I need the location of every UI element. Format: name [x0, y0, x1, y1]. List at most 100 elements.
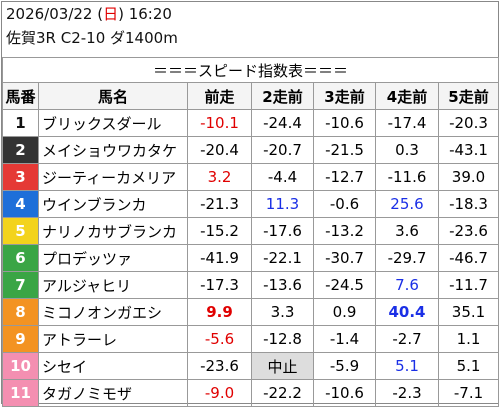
column-header: 5走前	[437, 82, 500, 110]
speed-index: -20.4	[187, 136, 252, 164]
horse-number: 1	[2, 109, 39, 137]
horse-name: シセイ	[38, 352, 188, 380]
speed-index: -4.4	[251, 163, 314, 191]
table-row: 11 タガノミモザ -9.0 -22.2 -10.6 -2.3 -7.1	[2, 379, 500, 407]
speed-index: -23.6	[437, 217, 500, 245]
speed-index: 25.6	[375, 190, 439, 218]
horse-number: 11	[2, 379, 39, 407]
speed-index: -17.4	[375, 109, 439, 137]
speed-index: -20.7	[251, 136, 314, 164]
speed-index: 5.1	[437, 352, 500, 380]
speed-index: 1.1	[437, 325, 500, 353]
horse-number: 8	[2, 298, 39, 326]
speed-index: -11.6	[375, 163, 439, 191]
speed-index: 0.3	[375, 136, 439, 164]
speed-table: ＝＝＝スピード指数表＝＝＝ 馬番 馬名 前走 2走前 3走前 4走前 5走前 1 ブリックスダ…	[1, 57, 500, 407]
speed-index: -30.7	[313, 244, 376, 272]
table-row: 4 ウインブランカ -21.3 11.3 -0.6 25.6 -18.3	[2, 190, 500, 218]
speed-index: -21.3	[187, 190, 252, 218]
speed-index: -13.2	[313, 217, 376, 245]
horse-name: ミコノオンガエシ	[38, 298, 188, 326]
speed-index: -22.1	[251, 244, 314, 272]
horse-name: ウインブランカ	[38, 190, 188, 218]
horse-name: プロデッツァ	[38, 244, 188, 272]
horse-name: ナリノカサブランカ	[38, 217, 188, 245]
speed-index: -5.6	[187, 325, 252, 353]
speed-index: -0.6	[313, 190, 376, 218]
speed-index: -17.6	[251, 217, 314, 245]
speed-index: 11.3	[251, 190, 314, 218]
column-header: 4走前	[375, 82, 439, 110]
speed-index: -21.5	[313, 136, 376, 164]
speed-index: -12.8	[251, 325, 314, 353]
horse-name: メイショウワカタケ	[38, 136, 188, 164]
speed-index: -22.2	[251, 379, 314, 407]
speed-index: 中止	[251, 352, 314, 380]
datetime: 2026/03/22 (日) 16:20	[2, 2, 498, 26]
horse-name: ジーティーカメリア	[38, 163, 188, 191]
table-row: 2 メイショウワカタケ -20.4 -20.7 -21.5 0.3 -43.1	[2, 136, 500, 164]
speed-index: 35.1	[437, 298, 500, 326]
column-header: 前走	[187, 82, 252, 110]
horse-name: ブリックスダール	[38, 109, 188, 137]
time: ) 16:20	[118, 5, 172, 23]
speed-index: 7.6	[375, 271, 439, 299]
column-header: 2走前	[251, 82, 314, 110]
speed-index: -46.7	[437, 244, 500, 272]
speed-index: 3.2	[187, 163, 252, 191]
horse-number: 5	[2, 217, 39, 245]
horse-number: 4	[2, 190, 39, 218]
speed-index: -41.9	[187, 244, 252, 272]
speed-index: 0.9	[313, 298, 376, 326]
table-row: 5 ナリノカサブランカ -15.2 -17.6 -13.2 3.6 -23.6	[2, 217, 500, 245]
speed-index: 9.9	[187, 298, 252, 326]
speed-index: -5.9	[313, 352, 376, 380]
horse-number: 6	[2, 244, 39, 272]
column-header: 3走前	[313, 82, 376, 110]
speed-index: 3.3	[251, 298, 314, 326]
speed-index: -24.4	[251, 109, 314, 137]
speed-index: 5.1	[375, 352, 439, 380]
speed-index: -10.6	[313, 379, 376, 407]
speed-index: -10.1	[187, 109, 252, 137]
table-row: 6 プロデッツァ -41.9 -22.1 -30.7 -29.7 -46.7	[2, 244, 500, 272]
speed-index: -7.1	[437, 379, 500, 407]
speed-index: -2.7	[375, 325, 439, 353]
column-header: 馬名	[38, 82, 188, 110]
speed-index: 3.6	[375, 217, 439, 245]
horse-name: タガノミモザ	[38, 379, 188, 407]
speed-index: -24.5	[313, 271, 376, 299]
race-info: 佐賀3R C2-10 ダ1400m	[6, 29, 178, 47]
table-row: 3 ジーティーカメリア 3.2 -4.4 -12.7 -11.6 39.0	[2, 163, 500, 191]
speed-index: -23.6	[187, 352, 252, 380]
horse-number: 7	[2, 271, 39, 299]
horse-name: アトラーレ	[38, 325, 188, 353]
table-row: 9 アトラーレ -5.6 -12.8 -1.4 -2.7 1.1	[2, 325, 500, 353]
table-row: 8 ミコノオンガエシ 9.9 3.3 0.9 40.4 35.1	[2, 298, 500, 326]
horse-name: アルジャヒリ	[38, 271, 188, 299]
speed-index: -10.6	[313, 109, 376, 137]
speed-index: -20.3	[437, 109, 500, 137]
speed-index: -12.7	[313, 163, 376, 191]
weekday: 日	[103, 5, 119, 23]
speed-index: -43.1	[437, 136, 500, 164]
speed-index: 40.4	[375, 298, 439, 326]
speed-index: -18.3	[437, 190, 500, 218]
column-header: 馬番	[2, 82, 39, 110]
horse-number: 2	[2, 136, 39, 164]
date: 2026/03/22 (	[6, 5, 104, 23]
speed-index: 39.0	[437, 163, 500, 191]
speed-index: -15.2	[187, 217, 252, 245]
speed-index: -17.3	[187, 271, 252, 299]
header-row: 馬番 馬名 前走 2走前 3走前 4走前 5走前	[2, 82, 500, 110]
table-row: 10 シセイ -23.6 中止 -5.9 5.1 5.1	[2, 352, 500, 380]
speed-index: -13.6	[251, 271, 314, 299]
horse-number: 3	[2, 163, 39, 191]
speed-index: -11.7	[437, 271, 500, 299]
table-row: 7 アルジャヒリ -17.3 -13.6 -24.5 7.6 -11.7	[2, 271, 500, 299]
table-body: 1 ブリックスダール -10.1 -24.4 -10.6 -17.4 -20.3 2 メイショウ…	[2, 109, 500, 407]
speed-index: -2.3	[375, 379, 439, 407]
speed-index: -9.0	[187, 379, 252, 407]
speed-index: -29.7	[375, 244, 439, 272]
